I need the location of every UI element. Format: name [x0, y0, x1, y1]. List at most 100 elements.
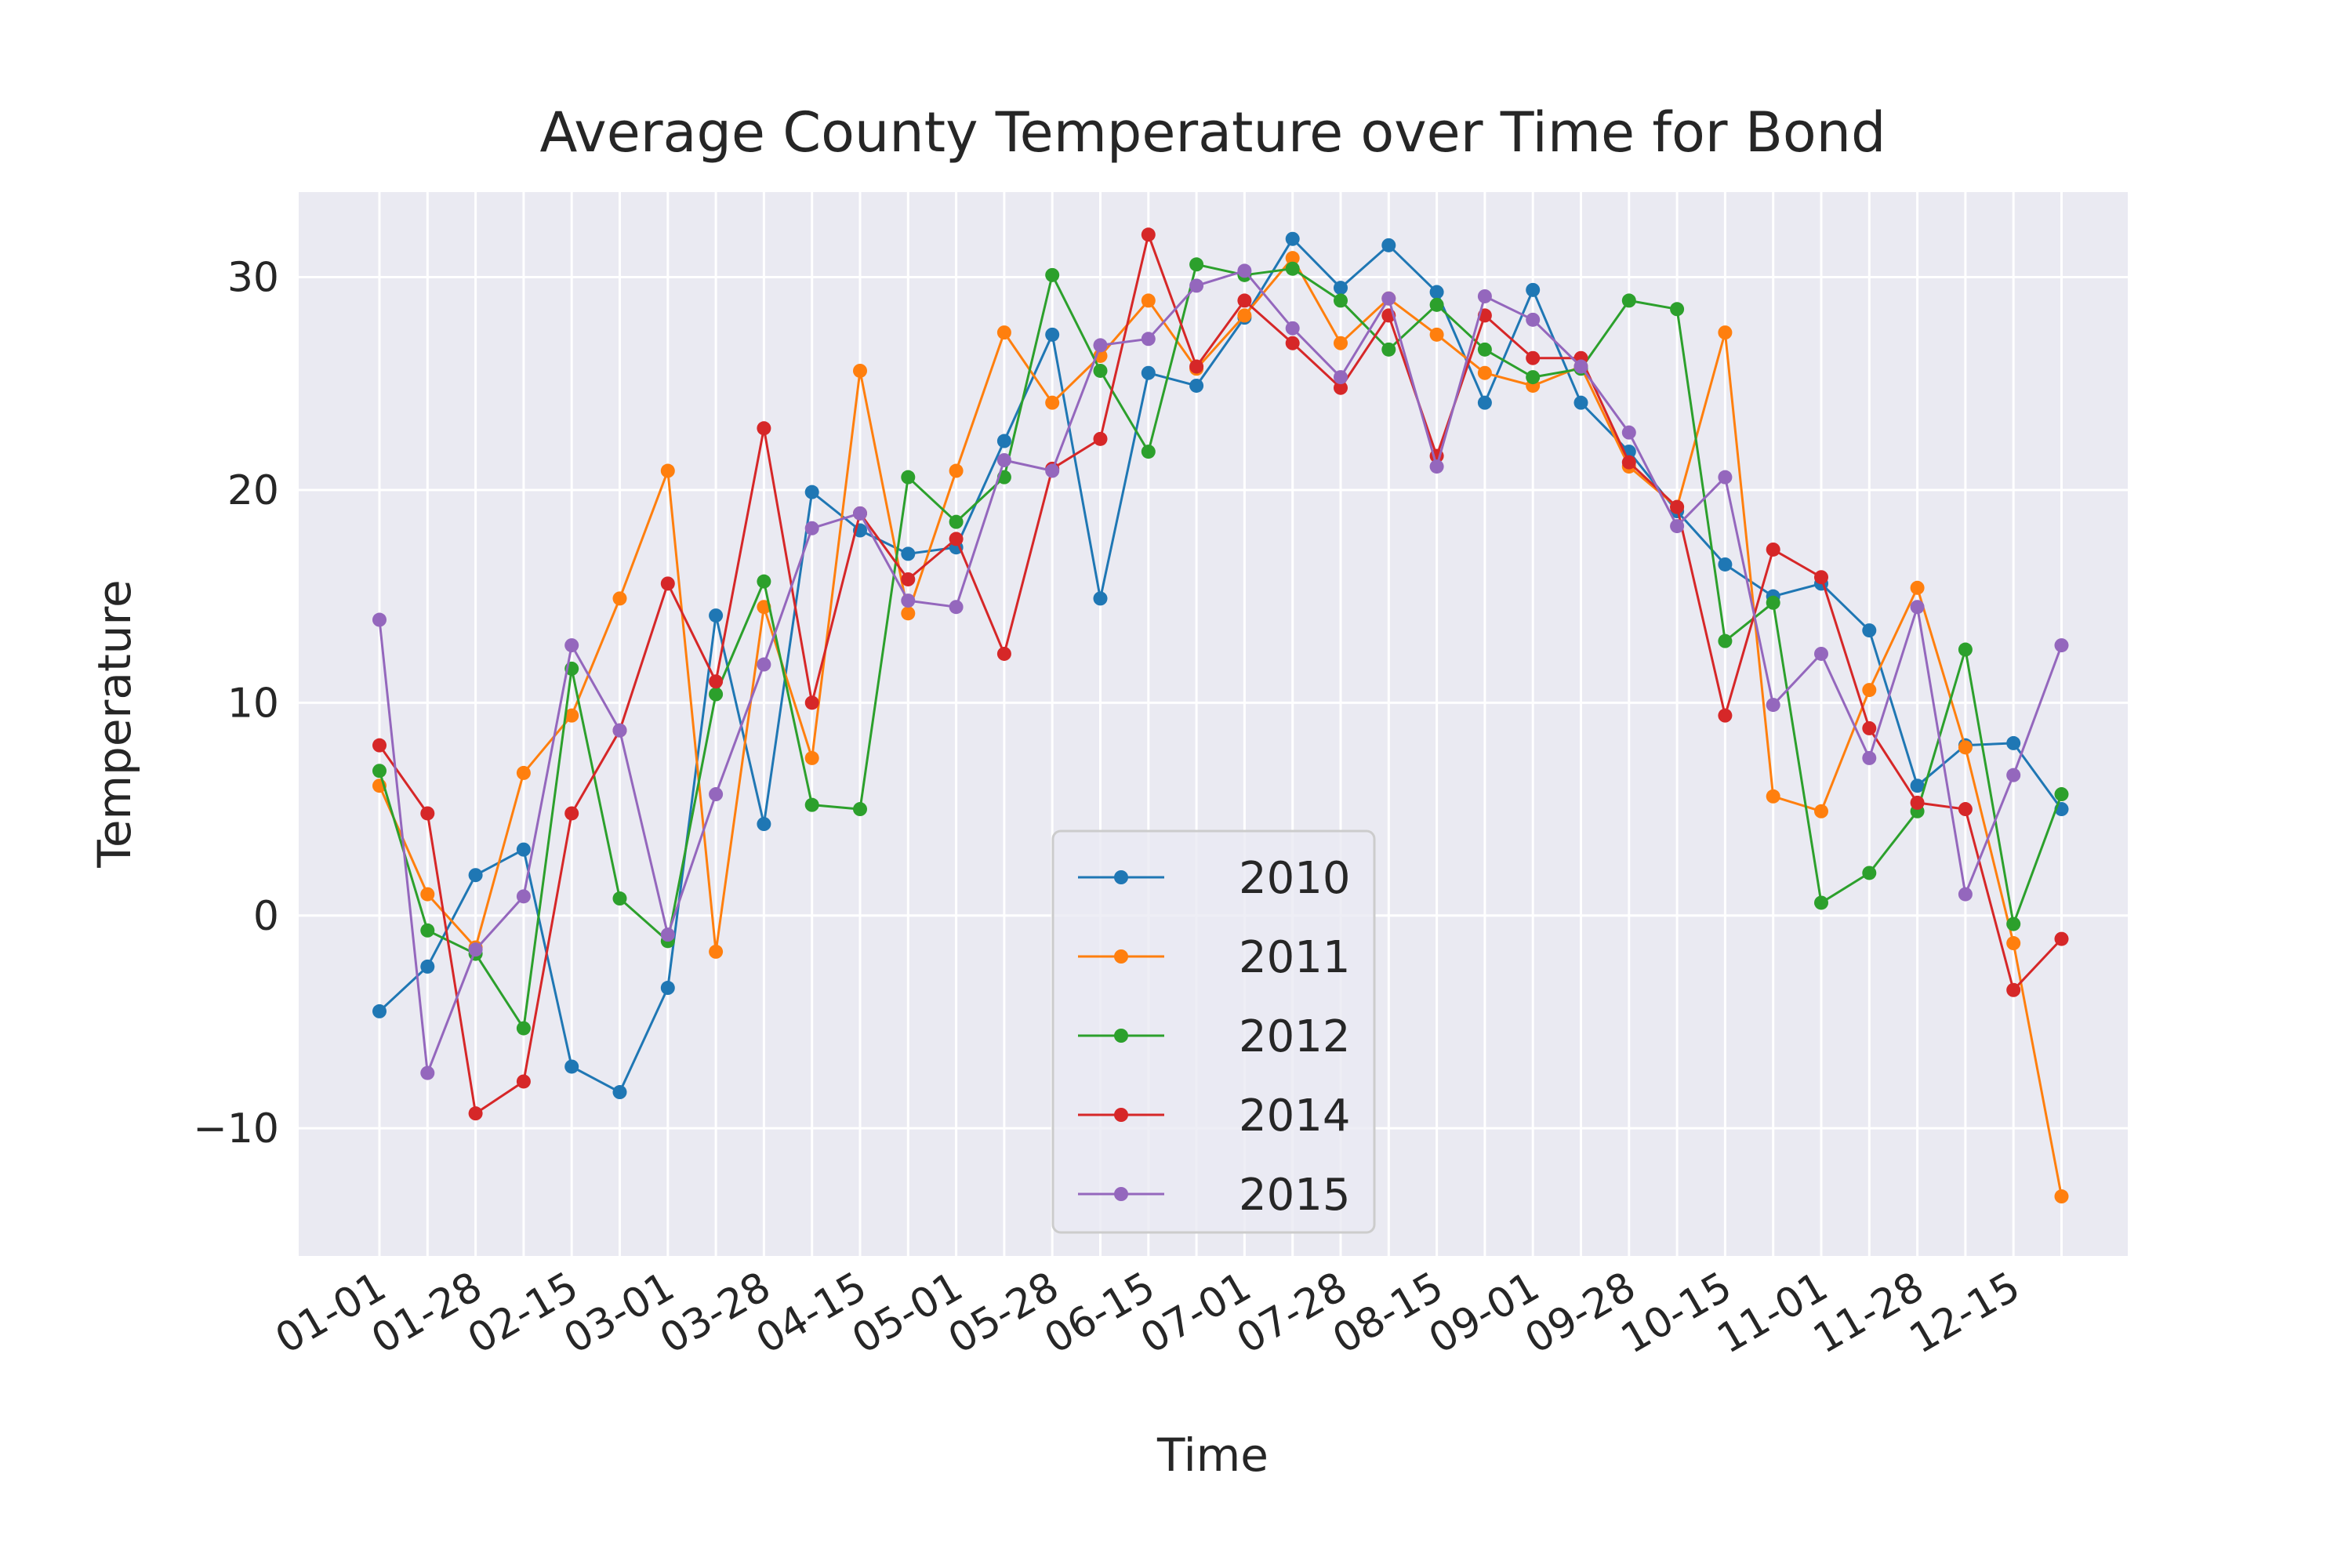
data-point [1814, 895, 1828, 910]
data-point [1429, 297, 1444, 312]
data-point [660, 576, 675, 591]
data-point [853, 363, 867, 378]
y-tick-label: 10 [227, 680, 279, 727]
data-point [709, 944, 724, 959]
data-point [709, 787, 724, 802]
legend-marker [1114, 1108, 1128, 1122]
data-point [1718, 708, 1733, 723]
data-point [804, 797, 819, 812]
data-point [709, 687, 724, 702]
data-point [901, 572, 916, 586]
data-point [1045, 463, 1060, 478]
data-point [564, 708, 579, 723]
data-point [612, 723, 627, 738]
legend-marker [1114, 1029, 1128, 1043]
legend-label: 2014 [1239, 1091, 1351, 1142]
data-point [1958, 887, 1973, 902]
data-point [420, 1065, 435, 1080]
data-point [853, 802, 867, 817]
series-line [378, 269, 2063, 1075]
data-point [1237, 308, 1252, 323]
data-point [1862, 866, 1877, 880]
data-point [1334, 281, 1348, 296]
data-point [1910, 779, 1925, 793]
legend-marker [1114, 870, 1128, 884]
legend-marker [1114, 1187, 1128, 1201]
data-point [804, 695, 819, 710]
data-point [1285, 251, 1300, 266]
series-line [378, 233, 2063, 1115]
data-point [1141, 293, 1156, 308]
series-2015 [372, 263, 2069, 1080]
data-point [1189, 257, 1204, 272]
data-point [901, 606, 916, 621]
legend-items: 2010 2011 2012 2014 2015 [1078, 853, 1351, 1221]
data-point [1477, 289, 1492, 303]
data-point [901, 546, 916, 561]
data-point [1045, 267, 1060, 282]
data-point [1718, 470, 1733, 485]
data-point [372, 764, 387, 779]
data-point [949, 514, 964, 529]
data-point [468, 868, 483, 883]
data-point [516, 889, 531, 904]
data-point [1189, 278, 1204, 293]
data-point [1910, 580, 1925, 595]
data-point [1814, 804, 1828, 818]
series-line [378, 263, 2063, 1030]
series-line [378, 238, 2063, 1094]
data-point [1285, 261, 1300, 276]
data-point [516, 1021, 531, 1036]
data-point [996, 434, 1011, 448]
data-point [1862, 750, 1877, 765]
data-point [660, 981, 675, 996]
series-line [378, 256, 2063, 1197]
data-point [709, 608, 724, 623]
data-point [1910, 600, 1925, 615]
data-point [564, 806, 579, 821]
data-point [468, 942, 483, 957]
legend: 2010 2011 2012 2014 2015 [1051, 829, 1376, 1234]
data-point [1958, 642, 1973, 657]
data-point [1093, 363, 1108, 378]
y-tick-label: −10 [193, 1105, 279, 1152]
data-point [1862, 623, 1877, 638]
data-point [1766, 789, 1780, 804]
data-point [1189, 378, 1204, 393]
data-point [516, 842, 531, 857]
data-point [1189, 359, 1204, 374]
data-point [1429, 285, 1444, 299]
data-point [420, 923, 435, 938]
y-axis-label: Temperature [88, 579, 141, 868]
data-point [2006, 735, 2021, 750]
data-point [1526, 312, 1541, 327]
data-point [1862, 683, 1877, 698]
legend-entry: 2012 [1078, 1011, 1351, 1062]
data-point [1381, 291, 1396, 306]
data-point [1670, 302, 1685, 317]
legend-label: 2010 [1239, 853, 1351, 904]
data-point [1718, 325, 1733, 340]
data-point [996, 325, 1011, 340]
data-point [1334, 370, 1348, 385]
data-point [709, 674, 724, 689]
data-point [804, 521, 819, 535]
data-point [996, 452, 1011, 467]
data-point [1093, 338, 1108, 353]
legend-label: 2011 [1239, 932, 1351, 983]
data-point [1334, 293, 1348, 308]
data-point [1285, 336, 1300, 350]
data-point [1670, 499, 1685, 514]
data-point [1766, 542, 1780, 557]
data-point [612, 1085, 627, 1100]
legend-label: 2012 [1239, 1011, 1351, 1062]
data-point [853, 506, 867, 521]
data-point [516, 765, 531, 780]
data-point [1237, 263, 1252, 278]
data-point [1526, 350, 1541, 365]
legend-entry: 2014 [1078, 1091, 1351, 1142]
data-point [1862, 720, 1877, 735]
data-point [1477, 395, 1492, 410]
data-point [2006, 768, 2021, 782]
